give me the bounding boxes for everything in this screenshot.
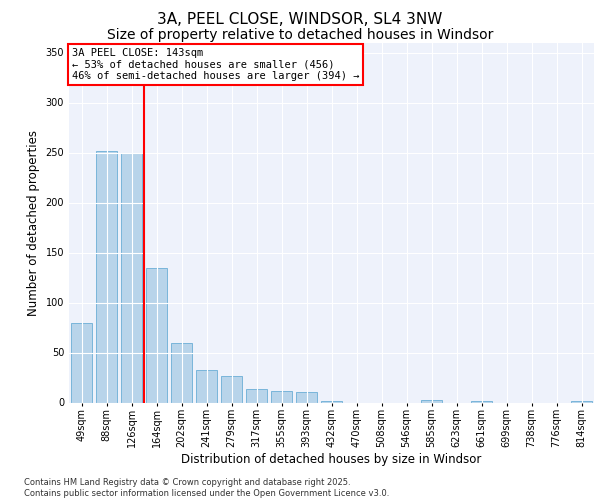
Text: Size of property relative to detached houses in Windsor: Size of property relative to detached ho… — [107, 28, 493, 42]
Bar — [121, 152, 142, 402]
Bar — [271, 390, 292, 402]
Bar — [71, 322, 92, 402]
Bar — [571, 400, 592, 402]
Bar — [196, 370, 217, 402]
X-axis label: Distribution of detached houses by size in Windsor: Distribution of detached houses by size … — [181, 453, 482, 466]
Bar — [221, 376, 242, 402]
Bar — [421, 400, 442, 402]
Text: Contains HM Land Registry data © Crown copyright and database right 2025.
Contai: Contains HM Land Registry data © Crown c… — [24, 478, 389, 498]
Text: 3A PEEL CLOSE: 143sqm
← 53% of detached houses are smaller (456)
46% of semi-det: 3A PEEL CLOSE: 143sqm ← 53% of detached … — [71, 48, 359, 81]
Bar — [171, 342, 192, 402]
Bar — [296, 392, 317, 402]
Text: 3A, PEEL CLOSE, WINDSOR, SL4 3NW: 3A, PEEL CLOSE, WINDSOR, SL4 3NW — [157, 12, 443, 28]
Bar — [246, 388, 267, 402]
Bar — [321, 400, 342, 402]
Y-axis label: Number of detached properties: Number of detached properties — [27, 130, 40, 316]
Bar — [96, 150, 117, 402]
Bar — [146, 268, 167, 402]
Bar — [471, 400, 492, 402]
